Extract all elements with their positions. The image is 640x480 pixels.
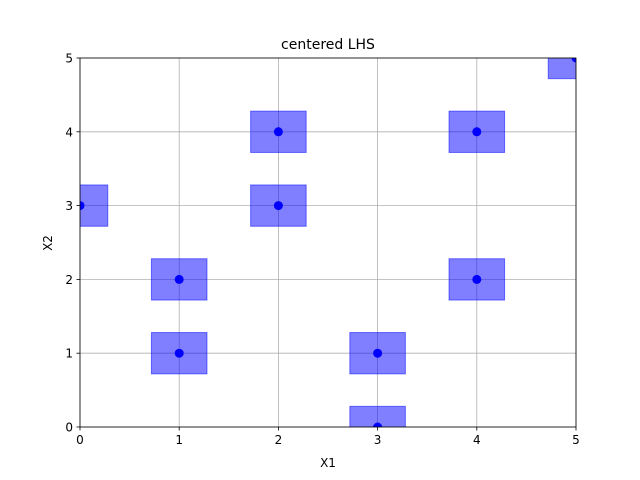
- x-tick-label-0: 0: [76, 433, 84, 447]
- axes-frame: [79, 57, 577, 428]
- data-point-6: [373, 348, 383, 358]
- y-tick-label-1: 1: [65, 347, 73, 361]
- x-tick-label-2: 2: [275, 433, 283, 447]
- y-tick-label-3: 3: [65, 199, 73, 213]
- sample-cell-0: [80, 184, 109, 227]
- data-point-2: [174, 274, 184, 284]
- data-point-0: [80, 201, 85, 211]
- data-point-9: [571, 58, 576, 63]
- x-tick-label-3: 3: [374, 433, 382, 447]
- y-tick-label-2: 2: [65, 273, 73, 287]
- chart-title: centered LHS: [281, 37, 375, 53]
- x-tick-label-1: 1: [175, 433, 183, 447]
- data-point-4: [273, 127, 283, 137]
- axes: [76, 57, 577, 431]
- y-tick-label-4: 4: [65, 125, 73, 139]
- y-tick-label-0: 0: [65, 421, 73, 435]
- plot-area: [80, 58, 576, 427]
- x-tick-label-5: 5: [572, 433, 580, 447]
- tick-labels: 0 1 2 3 4 5 0 1 2 3 4 5: [65, 52, 579, 448]
- data-point-1: [174, 348, 184, 358]
- y-axis-label: X2: [41, 235, 55, 251]
- data-point-5: [373, 422, 383, 427]
- data-point-8: [472, 127, 482, 137]
- x-axis-label: X1: [320, 456, 336, 470]
- x-tick-label-4: 4: [473, 433, 481, 447]
- data-point-7: [472, 274, 482, 284]
- y-tick-label-5: 5: [65, 52, 73, 66]
- data-point-3: [273, 201, 283, 211]
